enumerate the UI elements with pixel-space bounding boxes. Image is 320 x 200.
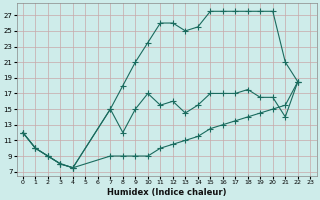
- X-axis label: Humidex (Indice chaleur): Humidex (Indice chaleur): [107, 188, 226, 197]
